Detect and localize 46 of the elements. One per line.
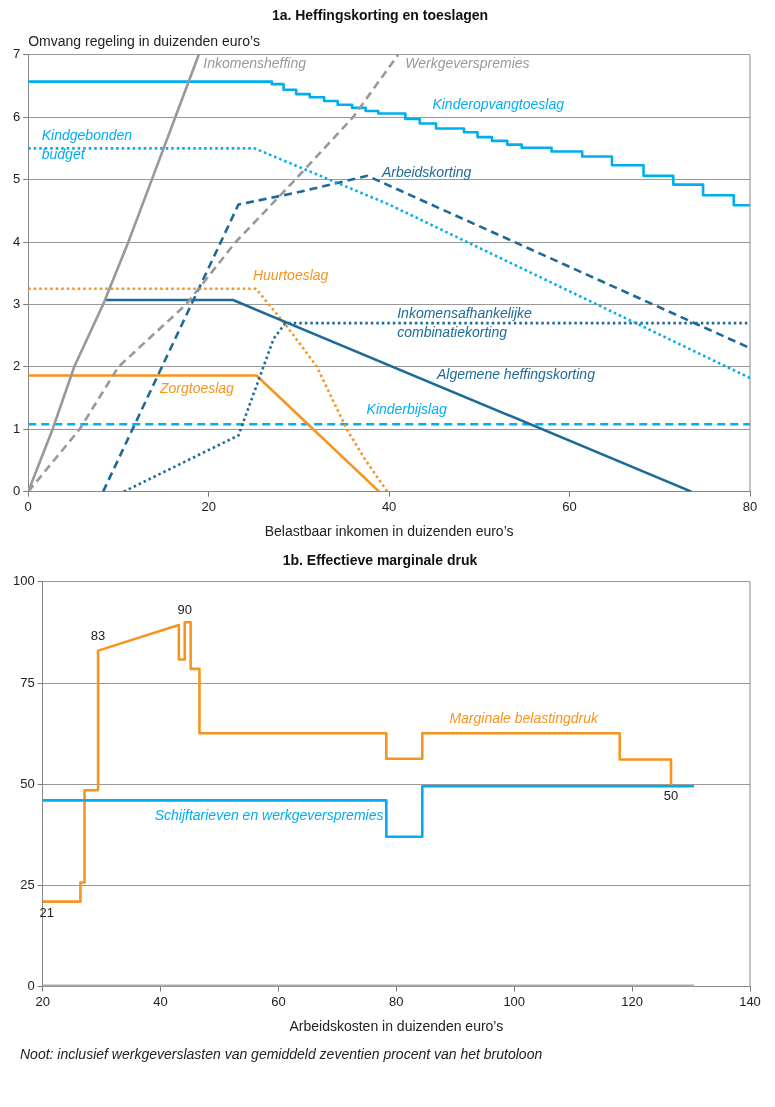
y-tick-label: 7: [13, 46, 21, 62]
x-tick-label: 120: [621, 993, 643, 1009]
x-tick-label: 40: [153, 993, 168, 1009]
chart-title: 1a. Heffingskorting en toeslagen: [271, 7, 489, 24]
x-axis-title: Arbeidskosten in duizenden euro’s: [289, 1018, 504, 1035]
x-tick-label: 20: [201, 498, 216, 514]
chart-title: 1b. Effectieve marginale druk: [282, 552, 478, 569]
series-label: Inkomensheffing: [203, 55, 307, 72]
series-label: Inkomensafhankelijke combinatiekorting: [397, 304, 533, 340]
y-tick-label: 6: [13, 108, 21, 124]
series-label: Schijftarieven en werkgeverspremies: [154, 807, 384, 824]
y-tick-label: 50: [20, 775, 35, 791]
y-tick-label: 0: [27, 978, 35, 994]
annotation: 50: [663, 787, 679, 803]
x-tick-label: 40: [381, 498, 397, 514]
series-label: Arbeidskorting: [380, 164, 472, 181]
x-tick-label: 20: [35, 993, 50, 1009]
y-tick-label: 2: [13, 358, 21, 374]
x-tick-label: 140: [739, 993, 761, 1009]
series-label: Huurtoeslag: [252, 267, 329, 284]
y-tick-label: 0: [13, 483, 21, 499]
x-tick-label: 80: [389, 993, 404, 1009]
annotation: 83: [90, 628, 106, 644]
x-axis-title: Belastbaar inkomen in duizenden euro’s: [264, 523, 514, 540]
series-label: Werkgeverspremies: [405, 55, 530, 72]
x-tick-label: 60: [562, 498, 577, 514]
text: Noot: inclusief werkgeverslasten van gemiddeld zeventien procent van het brutoloon: [20, 1046, 544, 1062]
y-tick-label: 75: [20, 674, 35, 690]
y-tick-label: 100: [12, 573, 35, 589]
series-label: Kindgebonden budget: [41, 126, 133, 162]
series-label: Kinderopvangtoeslag: [432, 95, 565, 112]
y-tick-label: 3: [13, 295, 21, 311]
x-tick-label: 100: [503, 993, 526, 1009]
series-label: Algemene heffingskorting: [435, 365, 596, 382]
x-tick-label: 80: [742, 498, 758, 514]
y-axis-title: Omvang regeling in duizenden euro’s: [28, 32, 260, 49]
series-label: Kinderbijslag: [366, 401, 447, 418]
y-tick-label: 1: [13, 420, 21, 436]
x-tick-label: 60: [271, 993, 286, 1009]
y-tick-label: 4: [13, 233, 21, 249]
series-label: Zorgtoeslag: [158, 379, 235, 396]
series-label: Marginale belastingdruk: [449, 710, 600, 727]
y-tick-label: 5: [13, 171, 21, 187]
annotation: 21: [39, 905, 54, 921]
y-tick-label: 25: [20, 876, 35, 892]
annotation: 90: [177, 601, 192, 617]
